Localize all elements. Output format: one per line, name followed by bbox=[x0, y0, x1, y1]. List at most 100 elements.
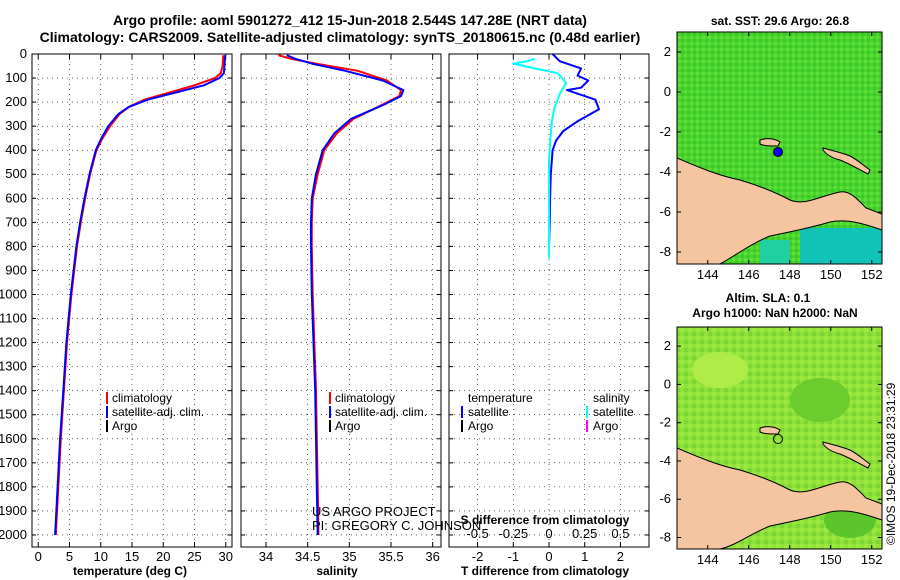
x-tick-label: 2 bbox=[617, 549, 624, 564]
map-y-tick-label: -6 bbox=[659, 491, 671, 506]
map-x-tick-label: 150 bbox=[820, 552, 842, 567]
legend-argo-label: Argo bbox=[335, 419, 361, 433]
depth-tick-label: 1500 bbox=[0, 407, 27, 422]
argo-float-marker bbox=[773, 147, 783, 157]
sla-map-subtitle: Argo h1000: NaN h2000: NaN bbox=[692, 306, 857, 320]
x-tick-label: 15 bbox=[125, 549, 139, 564]
t-difference-axis-label: T difference from climatology bbox=[461, 564, 629, 578]
map-y-tick-label: -2 bbox=[659, 124, 671, 139]
salinity-legend: climatology satellite-adj. clim. Argo bbox=[329, 391, 427, 433]
credit-line1: US ARGO PROJECT bbox=[312, 504, 436, 519]
difference-panel-frame bbox=[448, 53, 650, 548]
sst-cyan-patch bbox=[800, 228, 882, 264]
sst-map-title: sat. SST: 29.6 Argo: 26.8 bbox=[711, 14, 850, 28]
difference-legend: temperature satellite Argo salinity sate… bbox=[461, 391, 634, 433]
map-x-tick-label: 148 bbox=[779, 552, 801, 567]
legend-s-argo-label: Argo bbox=[593, 419, 619, 433]
map-x-tick-label: 152 bbox=[861, 267, 883, 282]
legend-satellite-label: satellite-adj. clim. bbox=[112, 405, 204, 419]
map-y-tick-label: 2 bbox=[664, 44, 671, 59]
temperature-legend: climatology satellite-adj. clim. Argo bbox=[106, 391, 204, 433]
map-x-tick-label: 144 bbox=[697, 552, 719, 567]
series-temperature-satellite bbox=[548, 53, 600, 247]
argo-float-marker bbox=[773, 434, 783, 444]
temperature-panel-frame bbox=[31, 53, 233, 548]
map-y-tick-label: 2 bbox=[664, 338, 671, 353]
sst-cyan-patch bbox=[760, 240, 790, 264]
x-tick-label: -1 bbox=[508, 549, 520, 564]
sst-map-axes: 144 146 148 150 152 2 0 -2 -4 -6 -8 bbox=[659, 32, 883, 282]
map-x-tick-label: 150 bbox=[820, 267, 842, 282]
s-diff-tick-label: 0.25 bbox=[572, 526, 597, 541]
sla-patch bbox=[692, 352, 748, 388]
depth-tick-label: 0 bbox=[20, 46, 27, 61]
legend-climatology-label: climatology bbox=[112, 391, 172, 405]
map-x-tick-label: 152 bbox=[861, 552, 883, 567]
x-tick-label: 20 bbox=[156, 549, 170, 564]
salinity-axis-label: salinity bbox=[316, 564, 358, 578]
legend-temperature-title: temperature bbox=[468, 391, 533, 405]
map-y-tick-label: -6 bbox=[659, 204, 671, 219]
map-x-tick-label: 144 bbox=[697, 267, 719, 282]
salinity-panel-frame bbox=[240, 53, 442, 548]
x-tick-label: 36 bbox=[425, 549, 439, 564]
x-tick-label: 30 bbox=[219, 549, 233, 564]
imos-watermark: ©IMOS 19-Dec-2018 23:31:29 bbox=[884, 382, 898, 545]
depth-tick-label: 1900 bbox=[0, 503, 27, 518]
legend-climatology-label: climatology bbox=[335, 391, 395, 405]
x-tick-label: 1 bbox=[581, 549, 588, 564]
s-diff-tick-label: 0 bbox=[545, 526, 552, 541]
series-satellite-adj-clim- bbox=[54, 55, 227, 536]
series-satellite-adj-clim- bbox=[286, 54, 405, 536]
map-y-tick-label: 0 bbox=[664, 84, 671, 99]
island bbox=[822, 147, 871, 175]
sla-map bbox=[677, 327, 882, 549]
depth-tick-label: 1800 bbox=[0, 479, 27, 494]
legend-t-argo-label: Argo bbox=[468, 419, 494, 433]
depth-tick-label: 400 bbox=[5, 142, 27, 157]
sst-map bbox=[677, 32, 882, 264]
depth-tick-label: 1600 bbox=[0, 431, 27, 446]
temperature-axis-label: temperature (deg C) bbox=[73, 564, 187, 578]
depth-tick-label: 1000 bbox=[0, 286, 27, 301]
depth-tick-label: 600 bbox=[5, 190, 27, 205]
depth-tick-label: 1700 bbox=[0, 455, 27, 470]
new-guinea-land bbox=[677, 447, 882, 549]
depth-tick-label: 200 bbox=[5, 94, 27, 109]
x-axes: 0 5 10 15 20 25 30 34 34.5 35 35.5 36 -2 -1 0 1 2 -0.5 -0.… bbox=[35, 526, 630, 564]
x-tick-label: 35.5 bbox=[378, 549, 403, 564]
x-tick-label: 34.5 bbox=[295, 549, 320, 564]
s-diff-tick-label: -0.5 bbox=[466, 526, 488, 541]
sst-map-frame bbox=[676, 31, 883, 265]
map-y-tick-label: -8 bbox=[659, 530, 671, 545]
depth-tick-label: 500 bbox=[5, 166, 27, 181]
depth-axis: 0 100 200 300 400 500 600 700 800 900 1000 1100 1200… bbox=[0, 46, 27, 542]
legend-t-satellite-label: satellite bbox=[468, 405, 509, 419]
depth-tick-label: 2000 bbox=[0, 527, 27, 542]
legend-satellite-label: satellite-adj. clim. bbox=[335, 405, 427, 419]
map-y-tick-label: -8 bbox=[659, 244, 671, 259]
x-tick-label: 5 bbox=[66, 549, 73, 564]
island bbox=[759, 426, 781, 435]
depth-tick-label: 1300 bbox=[0, 359, 27, 374]
series-salinity-satellite bbox=[512, 57, 568, 259]
depth-tick-label: 1100 bbox=[0, 311, 27, 326]
s-difference-axis-label: S difference from climatology bbox=[461, 513, 630, 527]
figure-title-line1: Argo profile: aoml 5901272_412 15-Jun-20… bbox=[113, 12, 587, 28]
credit-line2: PI: GREGORY C. JOHNSON bbox=[312, 518, 481, 533]
x-tick-label: 25 bbox=[187, 549, 201, 564]
sla-map-title: Altim. SLA: 0.1 bbox=[726, 291, 811, 305]
depth-tick-label: 900 bbox=[5, 262, 27, 277]
map-y-tick-label: -4 bbox=[659, 453, 671, 468]
depth-tick-label: 1400 bbox=[0, 383, 27, 398]
s-diff-tick-label: -0.25 bbox=[498, 526, 528, 541]
map-x-tick-label: 146 bbox=[738, 552, 760, 567]
profile-lines bbox=[54, 53, 600, 536]
s-diff-tick-label: 0.5 bbox=[611, 526, 629, 541]
new-guinea-land bbox=[677, 157, 882, 264]
map-x-tick-label: 148 bbox=[779, 267, 801, 282]
depth-tick-label: 700 bbox=[5, 214, 27, 229]
depth-tick-label: 100 bbox=[5, 70, 27, 85]
